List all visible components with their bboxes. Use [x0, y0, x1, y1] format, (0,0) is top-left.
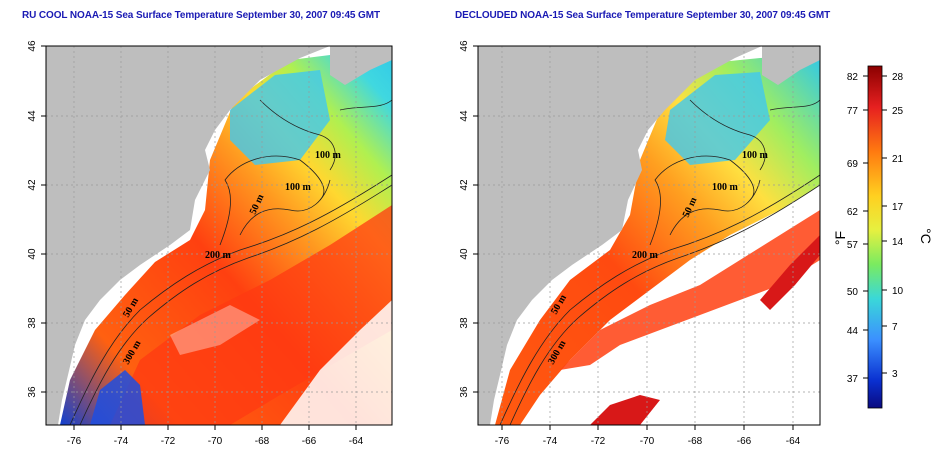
left-map-frame: [45, 45, 393, 426]
left-gulf-of-maine: [230, 70, 330, 165]
colorbar-celsius-tick: 14: [892, 237, 904, 248]
right-nova-scotia: [762, 46, 820, 85]
left-lat-tick-label: 40: [27, 248, 38, 260]
left-lat-tick-label: 38: [27, 317, 38, 329]
left-lat-tick-label: 46: [27, 40, 38, 52]
right-map-title: DECLOUDED NOAA-15 Sea Surface Temperatur…: [455, 10, 831, 21]
left-lon-tick-label: -76: [67, 436, 82, 447]
celsius-unit-label: °C: [918, 228, 934, 244]
right-lat-tick-label: 36: [459, 386, 470, 398]
left-cloud-region: [280, 300, 392, 425]
left-lon-tick-label: -72: [161, 436, 176, 447]
right-lat-tick-label: 44: [459, 110, 470, 122]
left-grid: [46, 46, 392, 425]
colorbar-celsius-tick: 3: [892, 369, 898, 380]
colorbar-fahrenheit-tick: 44: [847, 326, 859, 337]
right-contour-label-100m-center: 100 m: [712, 182, 739, 193]
right-lon-tick-label: -72: [591, 436, 606, 447]
left-lat-tick-label: 44: [27, 110, 38, 122]
left-lon-tick-label: -64: [349, 436, 364, 447]
left-lon-tick-label: -66: [302, 436, 317, 447]
left-lon-tick-label: -74: [114, 436, 129, 447]
left-lat-tick-label: 36: [27, 386, 38, 398]
right-lon-tick-label: -66: [737, 436, 752, 447]
colorbar-fahrenheit-tick: 82: [847, 72, 859, 83]
right-gulf-stream-region: [560, 210, 820, 370]
fahrenheit-unit-label: °F: [832, 231, 848, 245]
colorbar-fahrenheit-tick: 57: [847, 240, 859, 251]
colorbar-celsius-tick: 21: [892, 154, 904, 165]
left-sst-map: 100 m 100 m 50 m 200 m 50 m 300 m -76 -7…: [27, 40, 393, 447]
right-contour-label-200m: 200 m: [632, 250, 659, 261]
left-map-title: RU COOL NOAA-15 Sea Surface Temperature …: [22, 10, 380, 21]
left-land-mass: [46, 46, 330, 425]
right-lat-tick-label: 38: [459, 317, 470, 329]
colorbar-celsius-tick: 28: [892, 72, 904, 83]
left-contour-label-100m-north: 100 m: [315, 150, 342, 161]
colorbar-fahrenheit-tick: 37: [847, 374, 859, 385]
left-cold-coastal-water: [90, 370, 145, 425]
colorbar-celsius-tick: 7: [892, 322, 898, 333]
colorbar-gradient: [867, 65, 883, 409]
right-lon-tick-label: -64: [786, 436, 801, 447]
right-lat-tick-label: 40: [459, 248, 470, 260]
colorbar-fahrenheit-tick: 69: [847, 159, 859, 170]
colorbar-fahrenheit-tick: 62: [847, 207, 859, 218]
left-contour-label-200m: 200 m: [205, 250, 232, 261]
colorbar-celsius-tick: 10: [892, 286, 904, 297]
right-map-frame: [477, 45, 821, 426]
colorbar-celsius-tick: 17: [892, 202, 904, 213]
colorbar-fahrenheit-tick: 50: [847, 287, 859, 298]
right-lon-tick-label: -76: [495, 436, 510, 447]
right-contour-label-100m-north: 100 m: [742, 150, 769, 161]
left-lon-tick-label: -68: [255, 436, 270, 447]
colorbar-celsius-tick: 25: [892, 106, 904, 117]
right-grid: [478, 46, 820, 425]
colorbar-fahrenheit-tick: 77: [847, 106, 859, 117]
left-lon-tick-label: -70: [208, 436, 223, 447]
left-contour-label-100m-center: 100 m: [285, 182, 312, 193]
right-lon-tick-label: -74: [543, 436, 558, 447]
right-lon-tick-label: -68: [688, 436, 703, 447]
left-nova-scotia: [330, 46, 392, 85]
right-lat-tick-label: 46: [459, 40, 470, 52]
right-land-mass: [478, 46, 762, 425]
temperature-colorbar: 82 77 69 62 57 50 44 37 28 25 21 17 14 1…: [832, 65, 934, 409]
left-lat-tick-label: 42: [27, 179, 38, 191]
right-sst-map: 100 m 100 m 50 m 200 m 50 m 300 m -76 -7…: [459, 40, 821, 447]
right-lon-tick-label: -70: [640, 436, 655, 447]
right-lat-tick-label: 42: [459, 179, 470, 191]
